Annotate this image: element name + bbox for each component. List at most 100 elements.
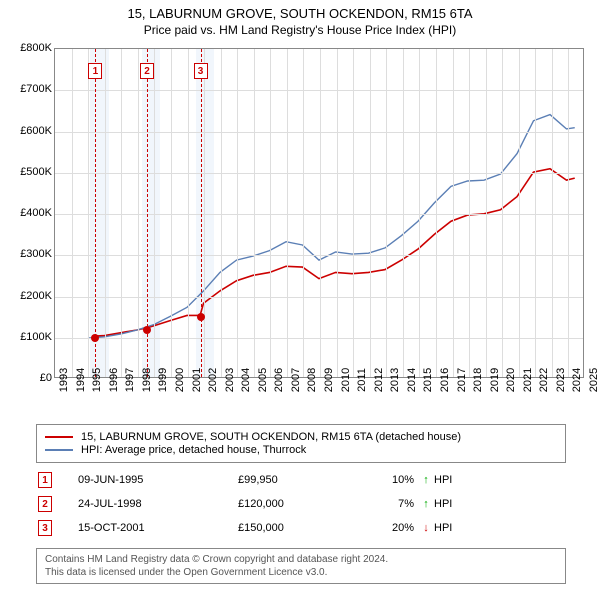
x-axis-label: 2009 <box>323 368 335 392</box>
x-axis-label: 2013 <box>389 368 401 392</box>
chart-container: 15, LABURNUM GROVE, SOUTH OCKENDON, RM15… <box>0 0 600 590</box>
gridline-vertical <box>486 49 487 377</box>
x-axis-label: 1995 <box>91 368 103 392</box>
gridline-vertical <box>453 49 454 377</box>
y-axis-label: £300K <box>8 248 52 260</box>
sale-hpi-label: HPI <box>434 474 564 486</box>
arrow-down-icon: ↓ <box>418 522 434 534</box>
y-axis-label: £200K <box>8 290 52 302</box>
gridline-vertical <box>386 49 387 377</box>
sale-row-marker: 1 <box>38 472 78 488</box>
gridline-vertical <box>502 49 503 377</box>
sale-marker-inline: 2 <box>38 496 52 512</box>
x-axis-label: 2002 <box>207 368 219 392</box>
x-axis-label: 2016 <box>439 368 451 392</box>
sale-marker-inline: 3 <box>38 520 52 536</box>
gridline-vertical <box>337 49 338 377</box>
attribution-line-2: This data is licensed under the Open Gov… <box>45 566 557 579</box>
x-axis-label: 2007 <box>290 368 302 392</box>
sale-date: 24-JUL-1998 <box>78 498 238 510</box>
legend-swatch <box>45 449 73 451</box>
attribution-footer: Contains HM Land Registry data © Crown c… <box>36 548 566 584</box>
sale-price: £99,950 <box>238 474 358 486</box>
gridline-horizontal <box>55 90 583 91</box>
sale-pct: 10% <box>358 474 418 486</box>
x-axis-label: 2020 <box>505 368 517 392</box>
sale-marker-inline: 1 <box>38 472 52 488</box>
sale-price: £120,000 <box>238 498 358 510</box>
x-axis-label: 2025 <box>588 368 600 392</box>
plot-region: 123 <box>54 48 584 378</box>
sales-table: 109-JUN-1995£99,95010%↑HPI224-JUL-1998£1… <box>36 468 566 540</box>
sale-price: £150,000 <box>238 522 358 534</box>
x-axis-label: 2011 <box>356 368 368 392</box>
sales-row: 224-JUL-1998£120,0007%↑HPI <box>36 492 566 516</box>
gridline-vertical <box>469 49 470 377</box>
gridline-vertical <box>154 49 155 377</box>
gridline-horizontal <box>55 173 583 174</box>
gridline-vertical <box>436 49 437 377</box>
sale-row-marker: 3 <box>38 520 78 536</box>
gridline-vertical <box>552 49 553 377</box>
attribution-line-1: Contains HM Land Registry data © Crown c… <box>45 553 557 566</box>
gridline-vertical <box>72 49 73 377</box>
x-axis-label: 1998 <box>141 368 153 392</box>
x-axis-label: 2010 <box>340 368 352 392</box>
sale-dot <box>91 334 99 342</box>
gridline-horizontal <box>55 132 583 133</box>
x-axis-label: 2019 <box>489 368 501 392</box>
chart-subtitle: Price paid vs. HM Land Registry's House … <box>10 23 590 37</box>
gridline-vertical <box>254 49 255 377</box>
x-axis-label: 2021 <box>522 368 534 392</box>
gridline-horizontal <box>55 255 583 256</box>
sale-hpi-label: HPI <box>434 498 564 510</box>
x-axis-label: 1996 <box>108 368 120 392</box>
sale-pct: 20% <box>358 522 418 534</box>
sales-row: 1 09-JUN-1995£99,95010%↑HPI <box>36 468 566 492</box>
gridline-vertical <box>519 49 520 377</box>
x-axis-label: 1997 <box>124 368 136 392</box>
x-axis-label: 1994 <box>75 368 87 392</box>
gridline-vertical <box>353 49 354 377</box>
chart-area: 123 £0£100K£200K£300K£400K£500K£600K£700… <box>8 44 592 414</box>
sale-date: 15-OCT-2001 <box>78 522 238 534</box>
title-block: 15, LABURNUM GROVE, SOUTH OCKENDON, RM15… <box>0 0 600 39</box>
x-axis-label: 2023 <box>555 368 567 392</box>
x-axis-label: 1999 <box>157 368 169 392</box>
y-axis-label: £100K <box>8 331 52 343</box>
gridline-vertical <box>535 49 536 377</box>
gridline-vertical <box>121 49 122 377</box>
arrow-up-icon: ↑ <box>418 498 434 510</box>
x-axis-label: 2014 <box>406 368 418 392</box>
sale-marker-box: 3 <box>194 63 208 79</box>
x-axis-label: 1993 <box>58 368 70 392</box>
sale-marker-box: 2 <box>140 63 154 79</box>
legend-label: 15, LABURNUM GROVE, SOUTH OCKENDON, RM15… <box>81 431 461 443</box>
sale-date: 09-JUN-1995 <box>78 474 238 486</box>
gridline-vertical <box>204 49 205 377</box>
x-axis-label: 2018 <box>472 368 484 392</box>
y-axis-label: £800K <box>8 42 52 54</box>
gridline-vertical <box>138 49 139 377</box>
legend-row: 15, LABURNUM GROVE, SOUTH OCKENDON, RM15… <box>45 431 557 443</box>
x-axis-label: 2000 <box>174 368 186 392</box>
gridline-vertical <box>419 49 420 377</box>
sale-row-marker: 2 <box>38 496 78 512</box>
arrow-up-icon: ↑ <box>418 474 434 486</box>
gridline-vertical <box>568 49 569 377</box>
gridline-vertical <box>171 49 172 377</box>
gridline-horizontal <box>55 214 583 215</box>
legend-box: 15, LABURNUM GROVE, SOUTH OCKENDON, RM15… <box>36 424 566 463</box>
sale-hpi-label: HPI <box>434 522 564 534</box>
gridline-vertical <box>303 49 304 377</box>
sale-marker-line <box>95 49 96 377</box>
x-axis-label: 2004 <box>240 368 252 392</box>
legend-swatch <box>45 436 73 438</box>
gridline-vertical <box>370 49 371 377</box>
gridline-vertical <box>237 49 238 377</box>
gridline-vertical <box>270 49 271 377</box>
sale-dot <box>143 326 151 334</box>
x-axis-label: 2024 <box>571 368 583 392</box>
gridline-vertical <box>221 49 222 377</box>
sale-marker-line <box>201 49 202 377</box>
